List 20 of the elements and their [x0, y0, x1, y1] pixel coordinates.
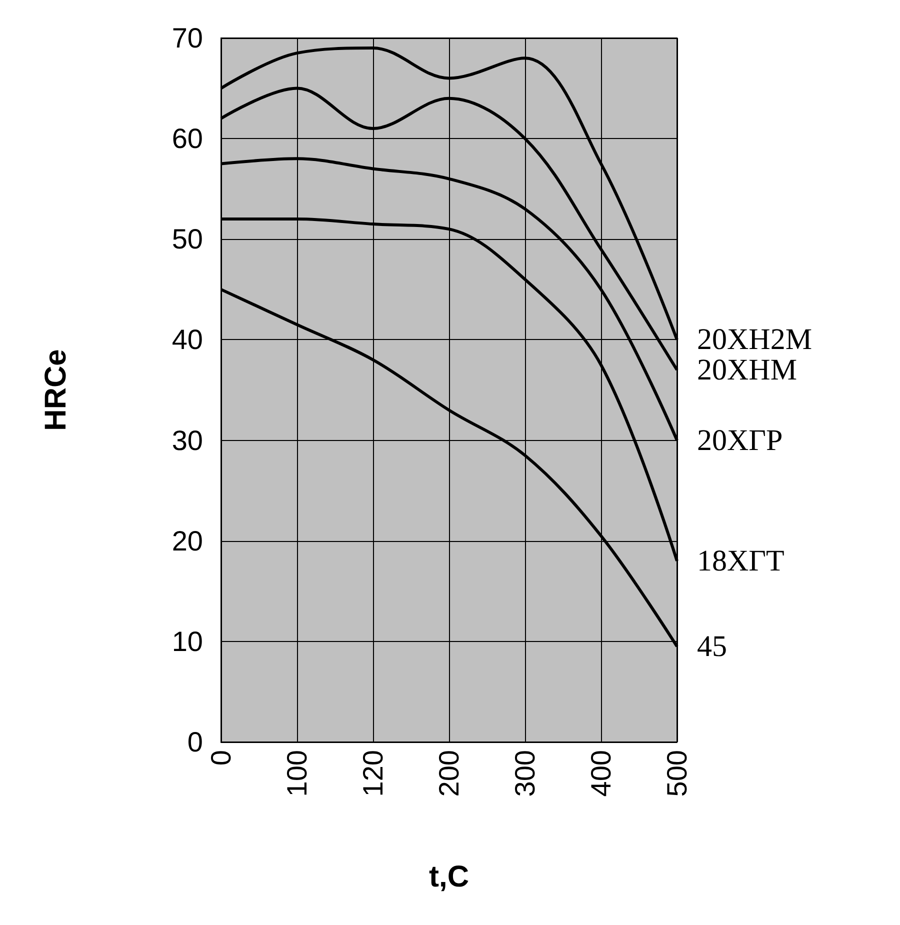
- x-tick-label: 200: [434, 750, 464, 797]
- y-axis-title: HRCe: [40, 349, 72, 431]
- series-label: 20ХГР: [697, 424, 783, 457]
- x-tick-label: 400: [586, 750, 616, 797]
- y-tick-label: 40: [172, 324, 203, 356]
- y-tick-label: 50: [172, 224, 203, 255]
- y-tick-label: 0: [187, 726, 203, 758]
- y-tick-label: 30: [172, 424, 203, 456]
- y-tick-label: 20: [172, 525, 203, 556]
- x-tick-label: 0: [206, 750, 236, 766]
- x-tick-label: 120: [358, 750, 388, 797]
- x-tick-label: 100: [282, 750, 312, 797]
- series-label: 45: [697, 630, 727, 663]
- series-label: 18ХГТ: [697, 544, 784, 578]
- x-axis-title: t,C: [429, 860, 469, 894]
- x-tick-label: 500: [662, 750, 692, 797]
- y-tick-label: 70: [172, 22, 203, 54]
- x-tick-label: 300: [510, 750, 540, 797]
- y-tick-label: 60: [172, 123, 203, 154]
- y-tick-label: 10: [172, 626, 203, 657]
